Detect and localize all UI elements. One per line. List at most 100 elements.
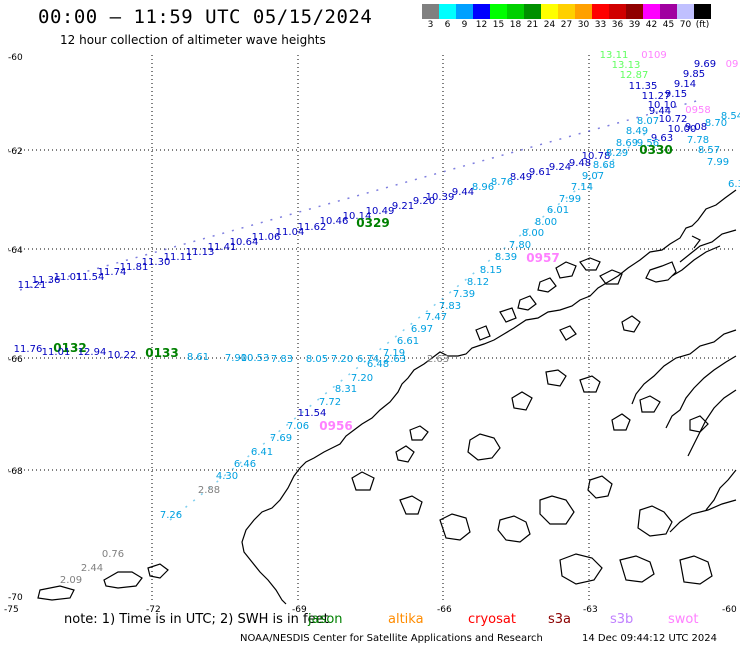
- wave-height-label: 11.04: [276, 227, 305, 238]
- wave-height-label: 0958: [685, 105, 710, 116]
- wave-height-label: 8.61: [187, 352, 209, 363]
- wave-height-label: 7.47: [425, 312, 447, 323]
- legend-swatch: [609, 4, 626, 19]
- wave-height-label: 7.14: [571, 182, 593, 193]
- wave-height-label: 9.44: [649, 106, 671, 117]
- legend-label: 42: [645, 20, 658, 30]
- wave-height-label: 09: [726, 59, 739, 70]
- wave-height-label: 10.53: [241, 353, 270, 364]
- legend-swatch: [439, 4, 456, 19]
- wave-height-label: 11.01: [42, 347, 71, 358]
- footer-credit: NOAA/NESDIS Center for Satellite Applica…: [240, 633, 543, 644]
- lat-tick-label: -60: [8, 53, 23, 63]
- legend-label: (ft): [695, 20, 710, 30]
- wave-height-label: 12.94: [78, 347, 107, 358]
- wave-height-label: 10.64: [230, 237, 259, 248]
- wave-height-label: 9.21: [392, 201, 414, 212]
- wave-height-label: 8.54: [721, 111, 740, 122]
- satellite-label-s3a: s3a: [548, 612, 572, 627]
- wave-height-label: 6.46: [234, 459, 256, 470]
- legend-label: 39: [628, 20, 641, 30]
- wave-height-label: 7.69: [270, 433, 292, 444]
- legend-swatch: [677, 4, 694, 19]
- wave-height-label: 9.44: [452, 187, 474, 198]
- wave-height-label: 8.70: [705, 118, 727, 129]
- wave-height-label: 7.20: [331, 354, 353, 365]
- wave-height-label: 11.01: [54, 272, 83, 283]
- wave-height-label: 7.78: [687, 135, 709, 146]
- wave-height-label: 0329: [356, 216, 389, 230]
- wave-height-label: 8.00: [522, 228, 544, 239]
- wave-height-label: 8.49: [510, 172, 532, 183]
- wave-height-label: 9.63: [651, 133, 673, 144]
- wave-height-label: 8.31: [335, 384, 357, 395]
- legend-labels: 3 6 9 12 15 18 21 24 27 30 33 36 39 42 45 70 (ft): [422, 19, 711, 31]
- legend-swatch: [456, 4, 473, 19]
- wave-height-label: 8.76: [491, 177, 513, 188]
- satellite-label-altika: altika: [388, 612, 424, 627]
- page-title: 00:00 — 11:59 UTC 05/15/2024: [38, 6, 373, 28]
- legend-swatch: [592, 4, 609, 19]
- wave-height-label: 8.49: [626, 126, 648, 137]
- wave-height-label: 7.99: [559, 194, 581, 205]
- legend-swatch: [541, 4, 558, 19]
- wave-height-label: 7.20: [351, 373, 373, 384]
- wave-height-label: 0956: [319, 419, 352, 433]
- lat-tick-label: -66: [8, 355, 23, 365]
- wave-height-label: 6.74: [357, 354, 379, 365]
- wave-height-label: 11.54: [76, 272, 105, 283]
- wave-height-label: 7.26: [160, 510, 182, 521]
- legend-swatch: [694, 4, 711, 19]
- coastline: [37, 189, 737, 605]
- legend-swatch: [558, 4, 575, 19]
- wave-height-label: 8.57: [698, 145, 720, 156]
- wave-height-label: 8.05: [306, 354, 328, 365]
- wave-height-label: 11.36: [32, 275, 61, 286]
- satellite-label-swot: swot: [668, 612, 699, 627]
- wave-height-label: 8.12: [467, 277, 489, 288]
- wave-height-label: 7.83: [439, 301, 461, 312]
- wave-height-label: 13.11: [600, 50, 629, 61]
- wave-height-label: 8.96: [472, 182, 494, 193]
- wave-height-label: 11.13: [186, 247, 215, 258]
- wave-height-label: 7.06: [287, 421, 309, 432]
- wave-height-label: 10.78: [582, 151, 611, 162]
- wave-height-label: 9.14: [674, 79, 696, 90]
- wave-height-label: 11.30: [142, 257, 171, 268]
- wave-height-label: 10.46: [320, 216, 349, 227]
- wave-height-label: 8.15: [480, 265, 502, 276]
- legend-swatch: [422, 4, 439, 19]
- wave-height-label: 10.39: [426, 192, 455, 203]
- map-grid: [8, 55, 736, 602]
- legend-swatch: [524, 4, 541, 19]
- legend-swatches: [422, 4, 711, 19]
- legend-label: 27: [560, 20, 573, 30]
- wave-height-label: 9.24: [549, 162, 571, 173]
- wave-height-label: 0.76: [102, 549, 124, 560]
- legend-swatch: [507, 4, 524, 19]
- wave-height-label: 8.39: [495, 252, 517, 263]
- wave-height-label: 7.72: [319, 397, 341, 408]
- wave-height-label: 11.41: [208, 242, 237, 253]
- wave-height-label: 8.68: [593, 160, 615, 171]
- wave-height-label: 7.99: [707, 157, 729, 168]
- wave-height-label: 7.39: [453, 289, 475, 300]
- wave-height-label: 13.13: [612, 60, 641, 71]
- wave-height-label: 8.00: [535, 217, 557, 228]
- satellite-label-jason: jason: [308, 612, 343, 627]
- wave-height-label: 8.29: [606, 148, 628, 159]
- wave-height-label: 0133: [145, 346, 178, 360]
- wave-height-label: 6.48: [367, 359, 389, 370]
- wave-height-label: 11.81: [120, 262, 149, 273]
- wave-height-label: 9.15: [665, 89, 687, 100]
- legend-label: 12: [475, 20, 488, 30]
- wave-height-label: 2.63: [427, 354, 449, 365]
- satellite-label-s3b: s3b: [610, 612, 634, 627]
- legend-label: 6: [444, 20, 451, 30]
- legend-swatch: [660, 4, 677, 19]
- wave-height-label: 10.10: [648, 100, 677, 111]
- wave-height-label: 9.08: [685, 122, 707, 133]
- lat-tick-label: -62: [8, 147, 23, 157]
